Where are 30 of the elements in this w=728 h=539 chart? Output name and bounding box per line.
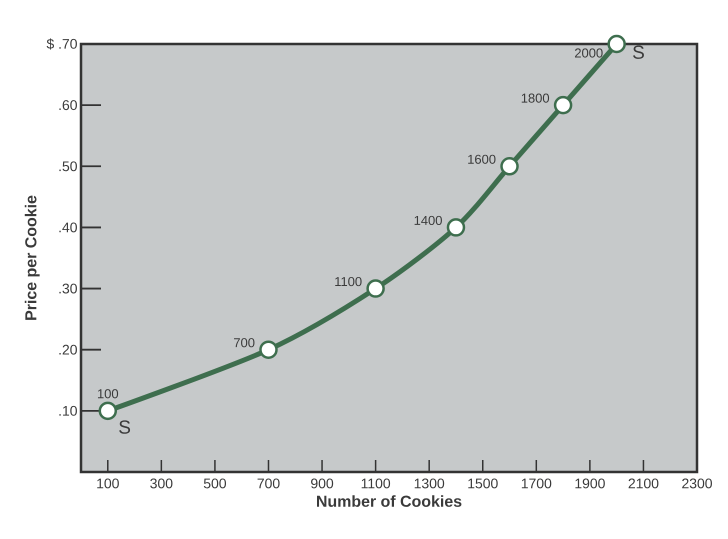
y-tick-label: .50 [59, 161, 77, 172]
series-label: S [119, 420, 130, 434]
x-tick-label: 100 [97, 478, 119, 488]
y-tick-label: $ .70 [46, 38, 77, 50]
annotation: 1600 [468, 154, 496, 164]
x-tick-label: 1500 [468, 478, 498, 488]
annotation: 700 [234, 338, 254, 348]
x-axis-title: Number of Cookies [317, 495, 462, 507]
text: S [633, 46, 644, 59]
annotation: 2000 [574, 48, 603, 58]
x-tick-label: 300 [150, 478, 172, 488]
x-tick-label: 1100 [362, 478, 390, 488]
x-tick-label: 500 [204, 478, 226, 488]
annotation: 100 [98, 389, 118, 398]
x-tick-label: 900 [311, 478, 334, 488]
x-tick-label: 2300 [682, 478, 712, 488]
x-tick-label: 700 [258, 478, 280, 488]
y-tick-label: .30 [59, 284, 77, 294]
x-tick-label: 1300 [414, 478, 444, 488]
annotation: 1400 [414, 216, 442, 225]
annotation: 1800 [522, 94, 550, 103]
y-tick-label: .60 [59, 100, 77, 110]
y-tick-label: .40 [59, 222, 77, 232]
y-axis-title: Price per Cookie [24, 196, 40, 320]
annotation: 1100 [335, 276, 362, 286]
y-tick-label: .20 [59, 344, 77, 355]
y-tick-label: .10 [59, 406, 77, 416]
x-tick-label: 2100 [628, 478, 658, 488]
x-tick-label: 1700 [522, 478, 552, 488]
x-tick-label: 1900 [575, 478, 605, 488]
